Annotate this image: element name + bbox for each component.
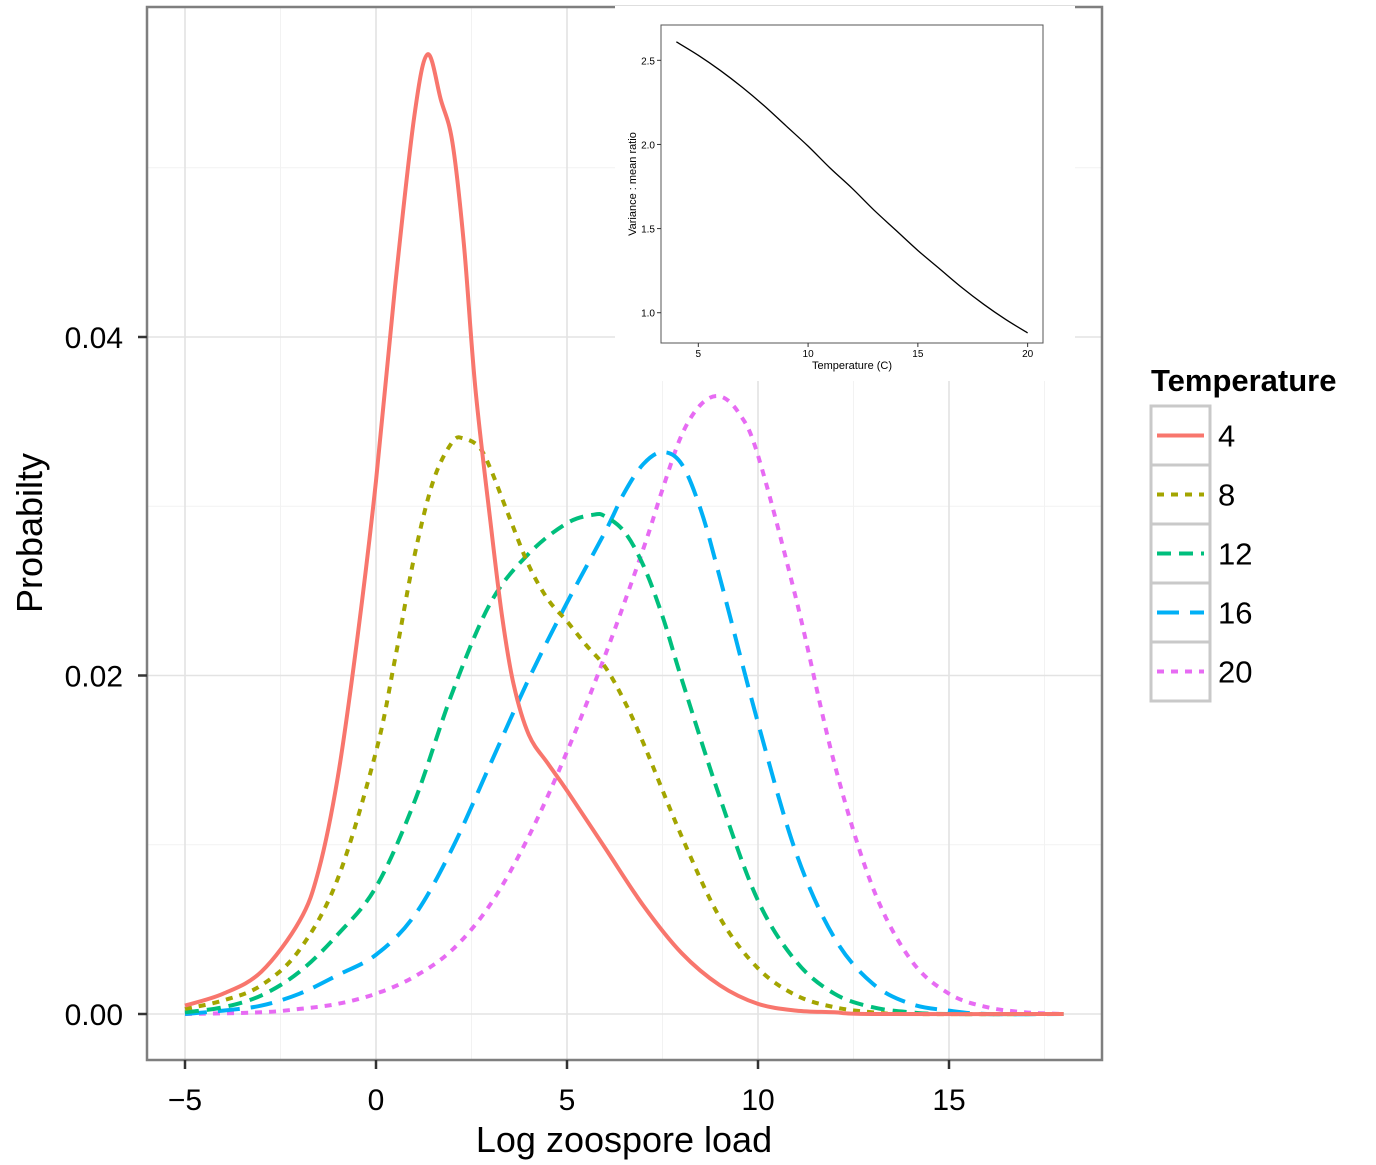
legend-label: 8: [1218, 478, 1235, 513]
x-axis-label: Log zoospore load: [476, 1119, 772, 1160]
x-tick-label: 10: [741, 1084, 774, 1117]
legend: Temperature 4 8 12 16 20: [1149, 363, 1337, 703]
y-axis-label: Probabilty: [9, 453, 50, 613]
series-lines: [184, 52, 1064, 1017]
y-axis: 0.00 0.02 0.04: [65, 322, 147, 1032]
legend-items: 4 8 12 16 20: [1149, 404, 1252, 703]
legend-label: 12: [1218, 537, 1252, 572]
series-line-20: [184, 393, 1064, 1016]
inset-background: [615, 6, 1075, 381]
inset-series-line: [676, 41, 1028, 334]
inset-x-tick-label: 5: [696, 349, 702, 360]
series-line-16: [184, 450, 1064, 1017]
legend-item-4: 4: [1149, 404, 1235, 467]
x-tick-label: −5: [168, 1084, 202, 1117]
inset-y-tick-label: 1.5: [641, 225, 655, 236]
inset-y-axis-label: Variance : mean ratio: [627, 132, 639, 236]
legend-item-12: 12: [1149, 522, 1252, 585]
inset-y-tick-label: 2.5: [641, 56, 655, 67]
y-tick-label: 0.00: [65, 999, 123, 1032]
y-tick-label: 0.02: [65, 661, 123, 694]
legend-label: 4: [1218, 419, 1235, 454]
inset-series: [676, 41, 1028, 334]
inset-plot: 5 10 15 20 1.0 1.5 2.0 2.5 Temperature (C) Var…: [615, 6, 1075, 381]
x-tick-label: 5: [559, 1084, 576, 1117]
inset-x-tick-label: 20: [1022, 349, 1034, 360]
inset-x-tick-label: 10: [803, 349, 815, 360]
inset-y-tick-label: 1.0: [641, 309, 655, 320]
x-axis: −5 0 5 10 15: [168, 1060, 966, 1117]
legend-label: 16: [1218, 596, 1252, 631]
x-tick-label: 15: [932, 1084, 965, 1117]
inset-border: [660, 24, 1044, 344]
legend-item-8: 8: [1149, 463, 1235, 526]
legend-item-16: 16: [1149, 581, 1252, 644]
series-line-8: [184, 435, 1064, 1017]
inset-y-axis: 1.0 1.5 2.0 2.5: [641, 56, 661, 320]
legend-item-20: 20: [1149, 640, 1252, 703]
legend-label: 20: [1218, 655, 1252, 690]
x-tick-label: 0: [368, 1084, 385, 1117]
inset-x-axis: 5 10 15 20: [696, 343, 1034, 360]
inset-y-tick-label: 2.0: [641, 140, 655, 151]
series-line-4: [184, 52, 1064, 1017]
legend-title: Temperature: [1151, 363, 1337, 398]
y-tick-label: 0.04: [65, 322, 123, 355]
inset-x-tick-label: 15: [912, 349, 924, 360]
inset-x-axis-label: Temperature (C): [812, 360, 892, 372]
series-line-12: [184, 512, 1064, 1017]
